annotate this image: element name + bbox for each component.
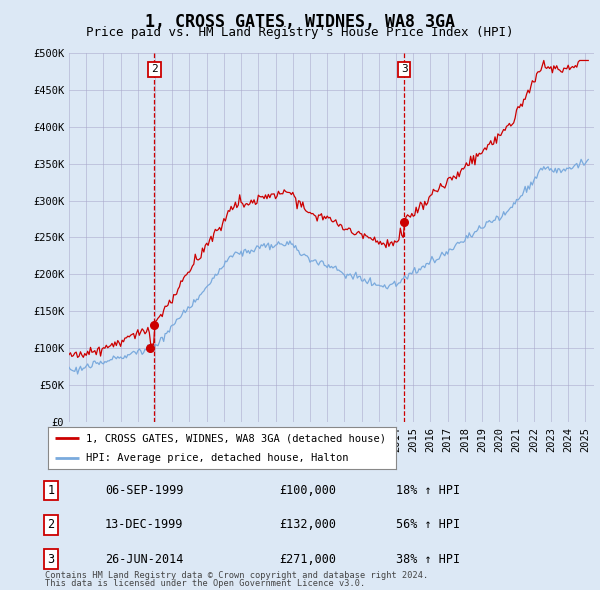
- Text: £132,000: £132,000: [279, 518, 336, 532]
- Text: Contains HM Land Registry data © Crown copyright and database right 2024.: Contains HM Land Registry data © Crown c…: [45, 571, 428, 580]
- Text: 1: 1: [47, 484, 55, 497]
- Text: 26-JUN-2014: 26-JUN-2014: [105, 552, 184, 566]
- Text: £271,000: £271,000: [279, 552, 336, 566]
- Text: Price paid vs. HM Land Registry's House Price Index (HPI): Price paid vs. HM Land Registry's House …: [86, 26, 514, 39]
- Text: 2: 2: [47, 518, 55, 532]
- Text: 3: 3: [47, 552, 55, 566]
- Text: £100,000: £100,000: [279, 484, 336, 497]
- Text: 56% ↑ HPI: 56% ↑ HPI: [396, 518, 460, 532]
- Text: 06-SEP-1999: 06-SEP-1999: [105, 484, 184, 497]
- Text: 2: 2: [151, 64, 158, 74]
- Text: 13-DEC-1999: 13-DEC-1999: [105, 518, 184, 532]
- Text: HPI: Average price, detached house, Halton: HPI: Average price, detached house, Halt…: [86, 453, 349, 463]
- Text: 38% ↑ HPI: 38% ↑ HPI: [396, 552, 460, 566]
- Text: 18% ↑ HPI: 18% ↑ HPI: [396, 484, 460, 497]
- Text: This data is licensed under the Open Government Licence v3.0.: This data is licensed under the Open Gov…: [45, 579, 365, 588]
- Text: 1, CROSS GATES, WIDNES, WA8 3GA: 1, CROSS GATES, WIDNES, WA8 3GA: [145, 13, 455, 31]
- Text: 1, CROSS GATES, WIDNES, WA8 3GA (detached house): 1, CROSS GATES, WIDNES, WA8 3GA (detache…: [86, 434, 386, 444]
- Text: 3: 3: [401, 64, 407, 74]
